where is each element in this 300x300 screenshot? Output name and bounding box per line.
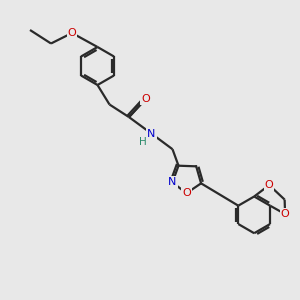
Text: O: O [182, 188, 191, 198]
Text: N: N [147, 129, 156, 139]
Text: O: O [281, 209, 290, 219]
Text: O: O [68, 28, 76, 38]
Text: H: H [139, 137, 147, 147]
Text: O: O [141, 94, 150, 104]
Text: N: N [168, 177, 177, 188]
Text: O: O [265, 180, 274, 190]
